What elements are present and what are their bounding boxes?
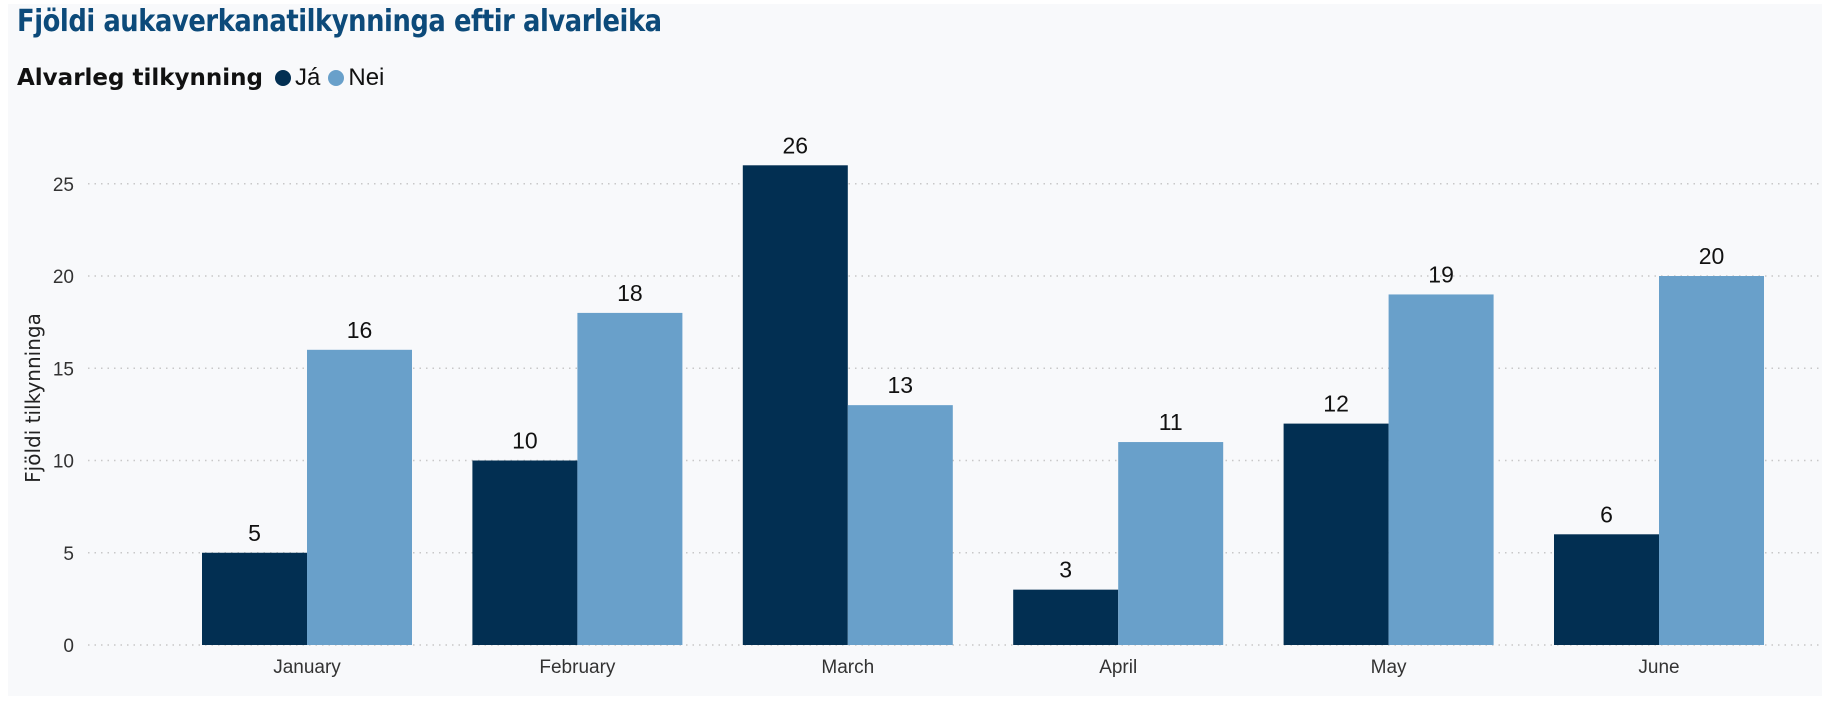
bar-nei: [847, 405, 953, 645]
chart-title: Fjöldi aukaverkanatilkynninga eftir alva…: [17, 4, 662, 39]
bars: 5 16 10 18 26 13 3 11 12 19 6 20: [202, 132, 1764, 646]
x-tick-label: April: [1099, 657, 1137, 678]
bar-nei: [1388, 294, 1494, 645]
bar-ja: [1013, 589, 1119, 645]
x-tick-label: February: [539, 657, 616, 678]
legend-item-nei[interactable]: Nei: [328, 64, 384, 92]
bar-ja: [472, 460, 578, 645]
y-tick-label: 10: [53, 452, 74, 473]
bar-ja: [1554, 534, 1659, 645]
data-label: 5: [248, 520, 261, 546]
data-label: 20: [1699, 243, 1725, 269]
x-tick-label: March: [821, 657, 874, 678]
legend-dot-nei: [328, 70, 345, 86]
y-tick-label: 0: [63, 636, 74, 657]
data-label: 26: [783, 132, 809, 158]
y-axis-ticks: 0 5 10 15 20 25: [53, 175, 74, 657]
bar-ja: [1283, 423, 1389, 645]
data-label: 6: [1600, 501, 1613, 527]
legend-dot-ja: [275, 70, 292, 86]
legend-label-ja: Já: [295, 64, 321, 91]
data-label: 10: [512, 428, 538, 454]
data-label: 12: [1323, 391, 1349, 417]
legend-item-ja[interactable]: Já: [275, 64, 320, 92]
y-axis-label: Fjöldi tilkynninga: [21, 313, 45, 483]
data-label: 19: [1428, 261, 1454, 287]
legend-title: Alvarleg tilkynning: [17, 65, 264, 91]
bar-nei: [307, 349, 412, 645]
y-tick-label: 15: [53, 359, 74, 380]
data-label: 11: [1159, 409, 1183, 435]
bar-nei: [1118, 442, 1224, 645]
data-label: 13: [888, 372, 914, 398]
legend-label-nei: Nei: [348, 64, 385, 91]
data-label: 18: [617, 280, 643, 306]
x-tick-label: June: [1638, 657, 1679, 678]
data-label: 3: [1059, 557, 1072, 583]
legend: Alvarleg tilkynning Já Nei: [17, 64, 392, 92]
x-tick-label: January: [273, 657, 341, 678]
bar-ja: [202, 552, 307, 645]
y-tick-label: 20: [53, 267, 74, 288]
x-tick-label: May: [1371, 657, 1407, 678]
x-axis-ticks: January February March April May June: [273, 657, 1679, 678]
bar-nei: [577, 312, 683, 645]
bar-nei: [1659, 276, 1764, 645]
data-label: 16: [347, 317, 373, 343]
y-tick-label: 25: [53, 175, 74, 196]
bar-ja: [742, 165, 848, 646]
y-tick-label: 5: [63, 544, 74, 565]
